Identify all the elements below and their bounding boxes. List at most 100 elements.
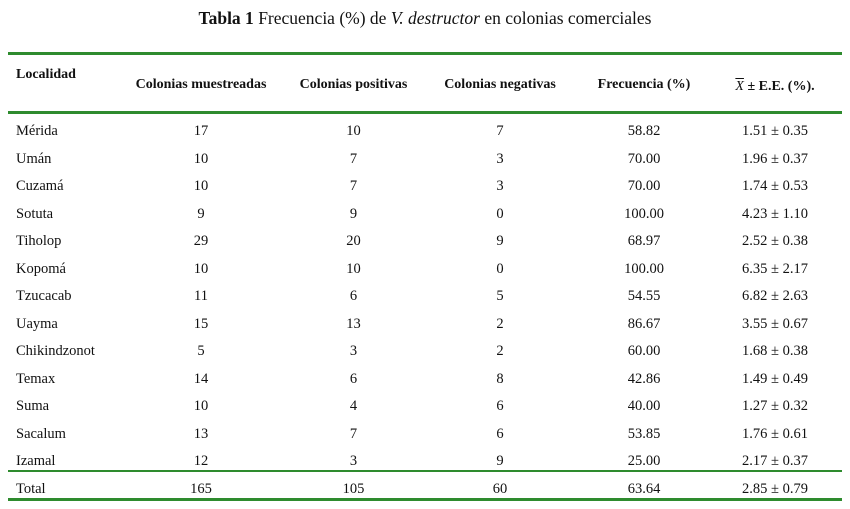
table-cell-media-ee: 2.52 ± 0.38 bbox=[742, 233, 808, 249]
table-cell-localidad: Temax bbox=[16, 370, 56, 387]
bottom-rule bbox=[8, 498, 842, 501]
caption-species: V. destructor bbox=[390, 8, 480, 28]
table-cell-localidad: Tiholop bbox=[16, 233, 62, 249]
table-cell-positivas: 7 bbox=[349, 178, 358, 194]
table-number: Tabla 1 bbox=[198, 8, 254, 28]
total-media-ee: 2.85 ± 0.79 bbox=[742, 481, 808, 497]
table-caption: Tabla 1 Frecuencia (%) de V. destructor … bbox=[0, 8, 850, 29]
header-negativas: Colonias negativas bbox=[444, 77, 556, 92]
table-cell-frecuencia: 100.00 bbox=[624, 260, 664, 277]
table-cell-positivas: 10 bbox=[346, 260, 361, 277]
table-cell-negativas: 2 bbox=[496, 343, 504, 359]
header-media-ee-label: ± E.E. (%). bbox=[747, 79, 815, 94]
table-cell-localidad: Suma bbox=[16, 398, 50, 414]
caption-text: Frecuencia (%) de bbox=[253, 8, 391, 28]
header-muestreadas: Colonias muestreadas bbox=[135, 77, 267, 92]
table-cell-positivas: 6 bbox=[349, 370, 358, 387]
table-cell-frecuencia: 53.85 bbox=[627, 425, 661, 442]
table-cell-media-ee: 1.68 ± 0.38 bbox=[742, 343, 808, 359]
table-cell-localidad: Sacalum bbox=[16, 425, 66, 442]
total-negativas: 60 bbox=[492, 481, 508, 497]
table-cell-frecuencia: 60.00 bbox=[627, 343, 661, 359]
table-cell-positivas: 4 bbox=[349, 398, 358, 414]
table-cell-localidad: Tzucacab bbox=[16, 288, 72, 304]
header-localidad: Localidad bbox=[16, 67, 76, 82]
table-cell-media-ee: 1.49 ± 0.49 bbox=[742, 370, 808, 387]
mean-symbol: X bbox=[735, 79, 744, 94]
table-cell-negativas: 8 bbox=[496, 370, 504, 387]
table-cell-frecuencia: 54.55 bbox=[627, 288, 661, 304]
table-cell-localidad: Cuzamá bbox=[16, 178, 64, 194]
table-cell-muestreadas: 13 bbox=[193, 425, 209, 442]
table-cell-negativas: 2 bbox=[496, 315, 504, 332]
total-muestreadas: 165 bbox=[190, 481, 212, 497]
table-cell-media-ee: 1.76 ± 0.61 bbox=[742, 425, 808, 442]
top-rule bbox=[8, 52, 842, 55]
table-cell-negativas: 5 bbox=[496, 288, 504, 304]
header-frecuencia: Frecuencia (%) bbox=[597, 77, 691, 92]
table-cell-frecuencia: 42.86 bbox=[627, 370, 661, 387]
table-cell-media-ee: 3.55 ± 0.67 bbox=[742, 315, 808, 332]
table-cell-media-ee: 6.35 ± 2.17 bbox=[742, 260, 808, 277]
table-cell-negativas: 3 bbox=[496, 150, 504, 167]
table-cell-muestreadas: 29 bbox=[193, 233, 209, 249]
table-cell-frecuencia: 58.82 bbox=[627, 123, 661, 139]
table-cell-media-ee: 6.82 ± 2.63 bbox=[742, 288, 808, 304]
table-cell-localidad: Uayma bbox=[16, 315, 58, 332]
table-cell-localidad: Chikindzonot bbox=[16, 343, 95, 359]
header-media-ee: X ± E.E. (%). bbox=[720, 79, 830, 95]
table-cell-negativas: 7 bbox=[496, 123, 504, 139]
table-cell-localidad: Sotuta bbox=[16, 205, 54, 222]
table-cell-negativas: 6 bbox=[496, 425, 504, 442]
table-cell-muestreadas: 10 bbox=[193, 178, 209, 194]
table-cell-media-ee: 1.96 ± 0.37 bbox=[742, 150, 808, 167]
table-cell-localidad: Umán bbox=[16, 150, 52, 167]
table-cell-media-ee: 1.27 ± 0.32 bbox=[742, 398, 808, 414]
table-cell-muestreadas: 10 bbox=[193, 398, 209, 414]
table-cell-positivas: 7 bbox=[349, 425, 358, 442]
table-cell-positivas: 3 bbox=[349, 453, 358, 469]
table-cell-media-ee: 1.51 ± 0.35 bbox=[742, 123, 808, 139]
table-cell-negativas: 6 bbox=[496, 398, 504, 414]
table-cell-muestreadas: 14 bbox=[193, 370, 209, 387]
total-frecuencia: 63.64 bbox=[627, 481, 661, 497]
total-positivas: 105 bbox=[342, 481, 365, 497]
table-cell-negativas: 9 bbox=[496, 233, 504, 249]
table-cell-muestreadas: 10 bbox=[193, 260, 209, 277]
table-cell-frecuencia: 70.00 bbox=[627, 150, 661, 167]
table-cell-negativas: 9 bbox=[496, 453, 504, 469]
table-cell-muestreadas: 10 bbox=[193, 150, 209, 167]
table-cell-positivas: 13 bbox=[346, 315, 361, 332]
total-rule bbox=[8, 470, 842, 472]
table-cell-positivas: 6 bbox=[349, 288, 358, 304]
table-cell-muestreadas: 9 bbox=[197, 205, 205, 222]
table-cell-localidad: Kopomá bbox=[16, 260, 66, 277]
header-positivas: Colonias positivas bbox=[299, 77, 408, 92]
table-cell-positivas: 20 bbox=[346, 233, 361, 249]
table-cell-media-ee: 1.74 ± 0.53 bbox=[742, 178, 808, 194]
table-cell-frecuencia: 100.00 bbox=[624, 205, 664, 222]
total-label: Total bbox=[16, 481, 46, 497]
table-cell-muestreadas: 5 bbox=[197, 343, 205, 359]
table-cell-frecuencia: 70.00 bbox=[627, 178, 661, 194]
table-cell-frecuencia: 25.00 bbox=[627, 453, 661, 469]
table-cell-negativas: 0 bbox=[496, 260, 504, 277]
table-cell-positivas: 10 bbox=[346, 123, 361, 139]
table-cell-frecuencia: 68.97 bbox=[627, 233, 661, 249]
header-rule bbox=[8, 111, 842, 114]
table-cell-positivas: 9 bbox=[349, 205, 358, 222]
table-cell-media-ee: 2.17 ± 0.37 bbox=[742, 453, 808, 469]
table-cell-muestreadas: 12 bbox=[193, 453, 209, 469]
table-cell-localidad: Izamal bbox=[16, 453, 56, 469]
table-cell-muestreadas: 11 bbox=[194, 288, 208, 304]
table-cell-positivas: 7 bbox=[349, 150, 358, 167]
caption-text-end: en colonias comerciales bbox=[479, 8, 652, 28]
table-cell-frecuencia: 86.67 bbox=[627, 315, 661, 332]
table-cell-localidad: Mérida bbox=[16, 123, 58, 139]
table-cell-frecuencia: 40.00 bbox=[627, 398, 661, 414]
table-cell-muestreadas: 17 bbox=[193, 123, 209, 139]
table-cell-media-ee: 4.23 ± 1.10 bbox=[742, 205, 808, 222]
table-cell-negativas: 0 bbox=[496, 205, 504, 222]
table-cell-positivas: 3 bbox=[349, 343, 358, 359]
table-cell-negativas: 3 bbox=[496, 178, 504, 194]
